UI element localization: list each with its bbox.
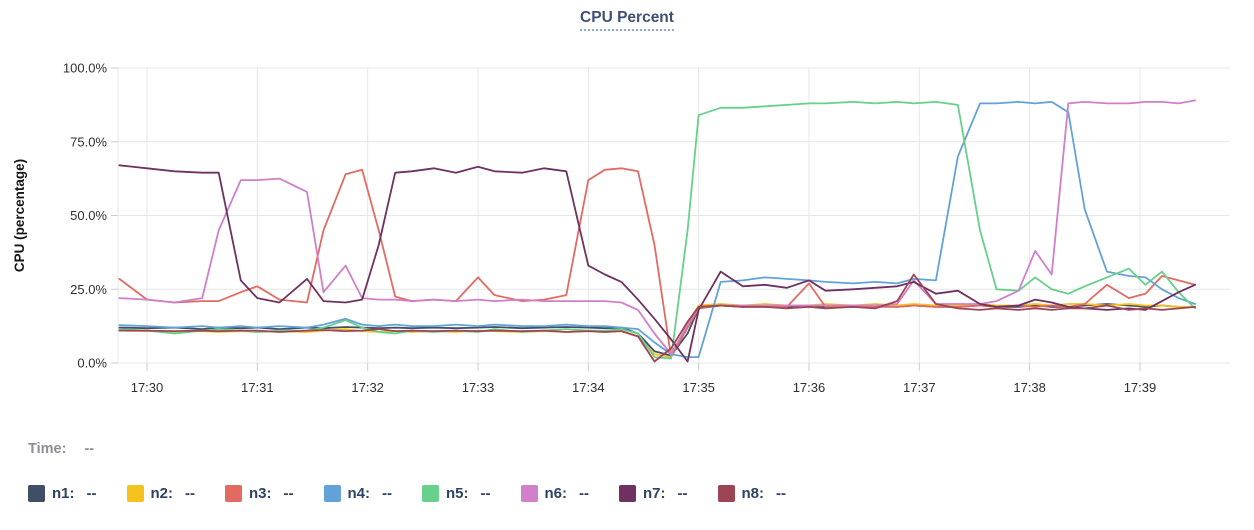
legend-label-n6: n6: xyxy=(544,485,568,502)
legend-value-n6: -- xyxy=(579,485,589,502)
x-tick-label: 17:32 xyxy=(351,380,384,395)
legend-value-n1: -- xyxy=(86,485,97,502)
legend-swatch-n8 xyxy=(717,485,735,502)
legend-label-n2: n2: xyxy=(150,485,174,502)
legend-swatch-n6 xyxy=(520,485,538,502)
time-value: -- xyxy=(84,441,95,457)
x-tick-label: 17:38 xyxy=(1013,380,1046,395)
series-line-n5[interactable] xyxy=(118,101,1196,360)
legend-swatch-n1 xyxy=(28,485,45,502)
legend-item-n5[interactable]: n5: -- xyxy=(422,485,491,502)
series-line-n8[interactable] xyxy=(118,273,1196,363)
title-row: CPU Percent xyxy=(0,9,1254,31)
y-tick-label: 50.0% xyxy=(70,208,107,223)
y-axis-title: CPU (percentage) xyxy=(12,159,27,272)
legend-swatch-n3 xyxy=(225,485,242,502)
legend-label-n3: n3: xyxy=(249,485,272,502)
legend-label-n4: n4: xyxy=(347,485,371,502)
legend-value-n3: -- xyxy=(283,485,294,502)
x-tick-label: 17:31 xyxy=(241,380,274,395)
legend-item-n6[interactable]: n6: -- xyxy=(520,485,589,502)
legend-value-n2: -- xyxy=(185,485,195,502)
legend-label-n8: n8: xyxy=(741,485,765,502)
cpu-percent-chart: 100.0% 75.0% 50.0% 25.0% 0.0% 17:30 17:31 17:32… xyxy=(12,61,1230,395)
legend-value-n4: -- xyxy=(382,485,392,502)
legend: n1: -- n2: -- n3: -- n4: -- n5: -- n6: -- n7: -- n8: -- xyxy=(28,485,816,502)
legend-item-n8[interactable]: n8: -- xyxy=(717,485,786,502)
legend-item-n3[interactable]: n3: -- xyxy=(225,485,294,502)
legend-value-n5: -- xyxy=(480,485,491,502)
x-tick-label: 17:37 xyxy=(903,380,936,395)
legend-value-n8: -- xyxy=(776,485,786,502)
legend-swatch-n4 xyxy=(323,485,341,502)
y-tick-label: 100.0% xyxy=(63,61,108,76)
page-title[interactable]: CPU Percent xyxy=(580,9,674,31)
x-tick-label: 17:33 xyxy=(462,380,495,395)
x-tick-label: 17:30 xyxy=(131,380,164,395)
legend-swatch-n7 xyxy=(619,485,636,502)
series-line-n6[interactable] xyxy=(118,99,1196,356)
time-row: Time: -- xyxy=(28,441,94,457)
legend-item-n1[interactable]: n1: -- xyxy=(28,485,97,502)
x-tick-label: 17:34 xyxy=(572,380,605,395)
series-line-n7[interactable] xyxy=(118,164,1196,363)
time-label: Time: xyxy=(28,441,67,457)
legend-label-n5: n5: xyxy=(446,485,469,502)
x-tick-label: 17:35 xyxy=(682,380,715,395)
legend-item-n4[interactable]: n4: -- xyxy=(323,485,392,502)
legend-swatch-n5 xyxy=(422,485,439,502)
legend-item-n2[interactable]: n2: -- xyxy=(126,485,195,502)
legend-label-n7: n7: xyxy=(643,485,666,502)
legend-value-n7: -- xyxy=(677,485,688,502)
legend-label-n1: n1: xyxy=(52,485,75,502)
y-tick-label: 75.0% xyxy=(70,134,107,149)
y-tick-label: 25.0% xyxy=(70,282,107,297)
legend-swatch-n2 xyxy=(126,485,144,502)
legend-item-n7[interactable]: n7: -- xyxy=(619,485,688,502)
x-tick-label: 17:39 xyxy=(1124,380,1157,395)
series-line-n4[interactable] xyxy=(118,101,1196,359)
y-tick-label: 0.0% xyxy=(77,356,107,371)
x-tick-label: 17:36 xyxy=(793,380,826,395)
